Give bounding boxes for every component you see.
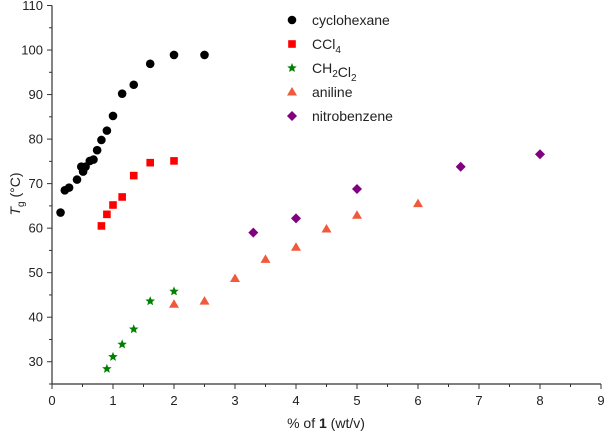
x-tick-label: 6 — [414, 393, 421, 408]
data-point — [200, 50, 209, 60]
data-point — [455, 161, 466, 172]
data-point — [352, 210, 362, 219]
x-tick-label: 9 — [597, 393, 604, 408]
data-point — [169, 50, 179, 60]
data-point — [92, 145, 102, 155]
legend-marker — [287, 87, 297, 96]
data-point — [169, 286, 179, 296]
y-tick-label: 90 — [29, 87, 43, 102]
legend-marker — [287, 63, 297, 73]
data-point — [146, 158, 155, 167]
series-ccl4 — [97, 157, 178, 230]
data-points — [56, 50, 545, 373]
data-point — [291, 242, 301, 251]
data-point — [129, 80, 139, 90]
legend-marker — [288, 40, 296, 48]
data-point — [170, 157, 178, 165]
data-point — [56, 208, 65, 217]
y-tick-label: 80 — [29, 132, 43, 147]
data-point — [129, 171, 138, 180]
x-tick-label: 7 — [475, 393, 482, 408]
legend-label: aniline — [312, 84, 353, 100]
data-point — [128, 324, 139, 334]
data-point — [117, 89, 127, 98]
y-tick-label: 60 — [29, 221, 43, 236]
data-point — [108, 111, 118, 121]
data-point — [64, 183, 74, 192]
data-point — [230, 273, 240, 282]
x-axis-label: % of 1 (wt/v) — [287, 415, 365, 431]
legend-label: CH2Cl2 — [312, 60, 357, 84]
x-tick-label: 1 — [109, 393, 116, 408]
x-tick-label: 5 — [353, 393, 360, 408]
y-axis-label: Tg (°C) — [7, 172, 27, 215]
data-point — [321, 224, 332, 233]
series-aniline — [169, 198, 423, 308]
data-point — [97, 135, 106, 145]
series-nitrobenzene — [248, 149, 545, 238]
data-point — [89, 155, 98, 164]
y-tick-label: 40 — [29, 310, 43, 325]
x-tick-label: 4 — [292, 393, 299, 408]
data-point — [145, 59, 155, 69]
series-cyclohexane — [56, 50, 209, 217]
y-tick-label: 100 — [21, 43, 43, 58]
data-point — [102, 126, 112, 135]
data-point — [413, 198, 423, 208]
legend-marker — [287, 15, 297, 25]
data-point — [248, 227, 259, 238]
legend-label: nitrobenzene — [312, 108, 393, 124]
series-ch2cl2 — [102, 286, 179, 373]
axes: 0 1 2 3 4 5 6 7 8 9 30 40 50 60 70 80 90 100 110 — [21, 0, 604, 408]
y-tick-label: 50 — [29, 265, 43, 280]
data-point — [117, 339, 127, 349]
x-tick-label: 2 — [170, 393, 177, 408]
x-tick-label: 3 — [231, 393, 238, 408]
legend-label: CCl4 — [312, 36, 341, 56]
data-point — [118, 193, 126, 201]
data-point — [535, 149, 545, 160]
data-point — [169, 299, 179, 308]
data-point — [352, 183, 362, 194]
x-tick-label: 8 — [536, 393, 543, 408]
x-tick-label: 0 — [48, 393, 55, 408]
y-tick-label: 70 — [29, 176, 43, 191]
data-point — [199, 296, 210, 305]
data-point — [72, 175, 82, 184]
y-tick-label: 30 — [29, 354, 43, 369]
data-point — [109, 201, 117, 209]
y-tick-label: 110 — [22, 0, 43, 13]
data-point — [97, 222, 106, 230]
data-point — [145, 296, 155, 306]
data-point — [108, 351, 118, 361]
data-point — [260, 254, 271, 263]
data-point — [103, 210, 111, 219]
data-point — [291, 213, 301, 224]
data-point — [102, 363, 112, 373]
legend-marker — [287, 111, 297, 121]
legend-label: cyclohexane — [312, 12, 390, 28]
